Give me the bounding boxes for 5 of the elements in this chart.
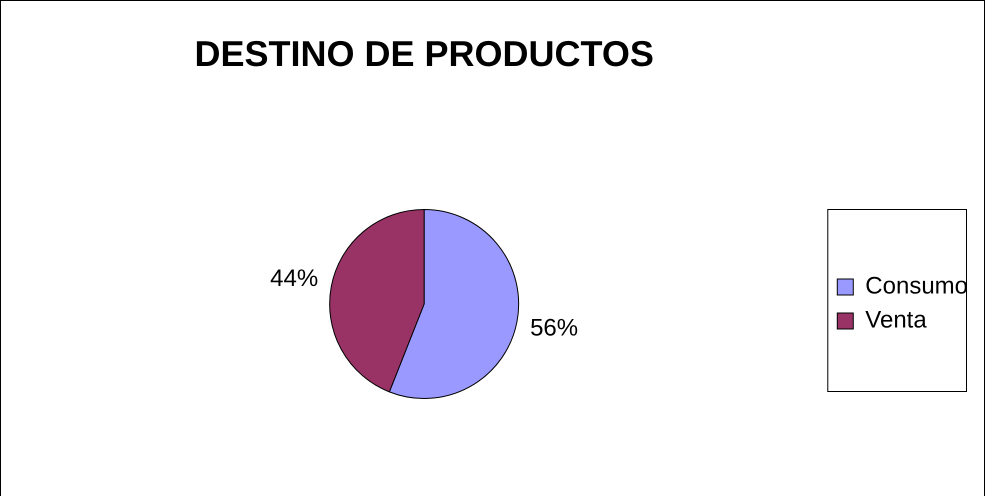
chart-title: DESTINO DE PRODUCTOS bbox=[194, 32, 654, 74]
data-label: 56% bbox=[530, 314, 578, 342]
data-label: 44% bbox=[270, 264, 318, 292]
legend-label: Venta bbox=[865, 306, 928, 334]
legend-label: Consumo bbox=[865, 272, 968, 300]
